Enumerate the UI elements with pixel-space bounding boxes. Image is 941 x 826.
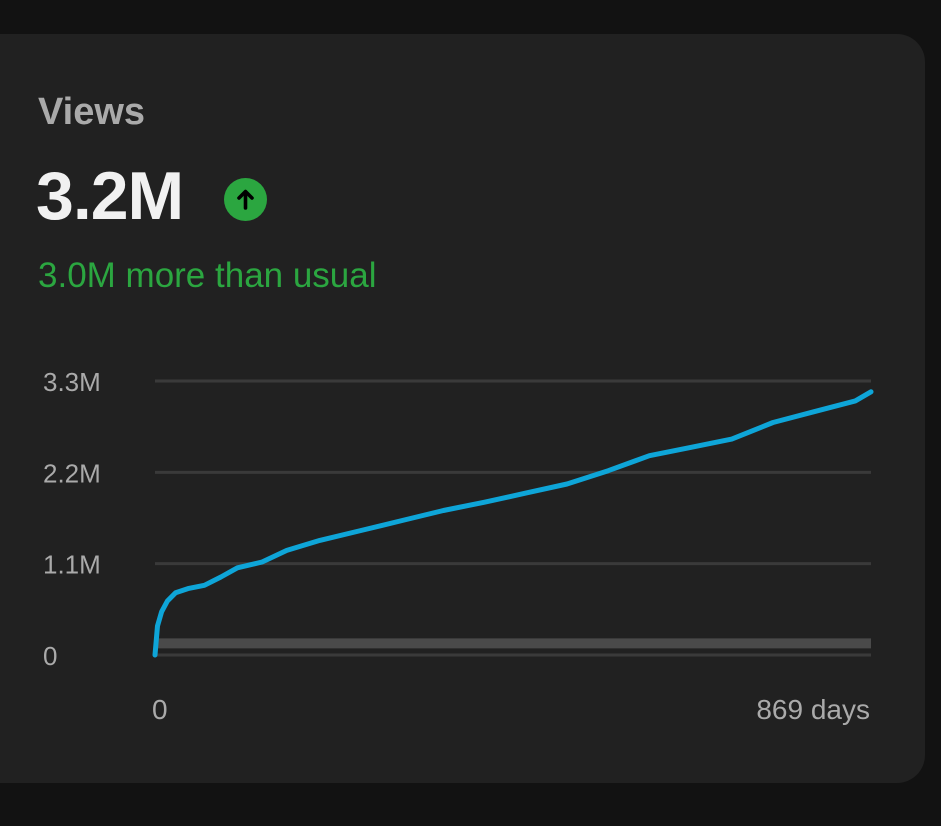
typical-range-area [155, 638, 871, 649]
x-axis-tick-labels: 0 869 days [152, 694, 870, 725]
grid-lines [155, 379, 871, 657]
arrow-up-circle-icon [224, 178, 267, 221]
metric-value: 3.2M [36, 158, 184, 234]
y-tick-label-2: 2.2M [43, 458, 101, 488]
y-tick-label-3: 3.3M [43, 367, 101, 397]
x-tick-label-1: 869 days [756, 694, 870, 725]
metric-title: Views [38, 91, 146, 133]
series-lines [152, 389, 874, 658]
series-line-0 [152, 389, 874, 658]
typical-range-band [155, 638, 871, 649]
metric-delta: 3.0M more than usual [38, 256, 377, 295]
y-axis-tick-labels: 0 1.1M 2.2M 3.3M [43, 367, 101, 671]
x-tick-label-0: 0 [152, 694, 168, 725]
y-tick-label-0: 0 [43, 641, 57, 671]
views-card [0, 34, 925, 783]
y-tick-label-1: 1.1M [43, 550, 101, 580]
